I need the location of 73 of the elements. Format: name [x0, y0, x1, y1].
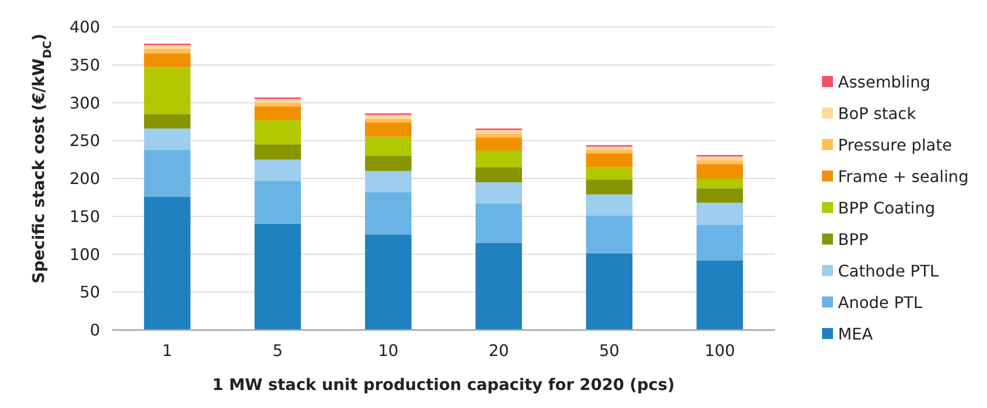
legend-label: BoP stack — [838, 104, 917, 124]
legend-label: Frame + sealing — [838, 167, 969, 186]
bar — [586, 167, 632, 180]
bar — [144, 67, 190, 114]
x-axis-title: 1 MW stack unit production capacity for 2020 (pcs) — [212, 375, 675, 394]
bar — [696, 188, 743, 203]
bar — [365, 118, 412, 122]
bar — [586, 194, 632, 216]
bar — [696, 178, 743, 188]
bar — [254, 106, 301, 120]
bar — [254, 224, 301, 330]
bar — [476, 134, 522, 138]
bar — [254, 98, 301, 103]
legend-label: BPP Coating — [838, 198, 936, 218]
bar — [365, 192, 412, 235]
y-tick-label: 0 — [90, 320, 100, 340]
legend-label: MEA — [838, 324, 873, 344]
x-tick-label: 50 — [599, 341, 620, 360]
bar — [476, 167, 522, 182]
bar — [144, 114, 190, 129]
bar — [365, 114, 412, 119]
bar — [586, 216, 632, 254]
bar — [476, 130, 522, 134]
legend-label: BPP — [838, 230, 869, 250]
legend-label: Cathode PTL — [838, 262, 939, 281]
legend-label: Anode PTL — [838, 293, 922, 312]
bar — [696, 224, 743, 260]
bar — [586, 179, 632, 194]
legend-label: Assembling — [838, 72, 930, 92]
bar — [254, 102, 301, 107]
bar — [696, 156, 743, 160]
bar — [144, 150, 190, 197]
bar — [586, 154, 632, 168]
bar — [254, 160, 301, 181]
bar — [144, 45, 190, 49]
bar — [365, 170, 412, 192]
x-tick-label: 10 — [378, 341, 398, 360]
bar — [254, 120, 301, 144]
legend-label: Pressure plate — [838, 136, 952, 155]
bar — [144, 196, 190, 330]
bar — [476, 182, 522, 204]
y-tick-label: 250 — [69, 131, 100, 150]
y-tick-label: 50 — [80, 282, 100, 302]
bar — [144, 48, 190, 54]
bar — [586, 150, 632, 154]
bar — [365, 136, 412, 156]
x-tick-label: 20 — [488, 341, 509, 360]
x-tick-label: 5 — [272, 341, 283, 360]
bar — [254, 180, 301, 224]
y-tick-label: 100 — [69, 244, 100, 264]
y-tick-label: 400 — [69, 18, 100, 37]
bar — [144, 128, 190, 150]
bar — [365, 122, 412, 137]
bar — [254, 144, 301, 160]
bar — [476, 242, 522, 330]
y-tick-label: 200 — [69, 169, 100, 188]
bar — [144, 54, 190, 68]
bar — [365, 234, 412, 330]
bar — [696, 164, 743, 178]
bar — [696, 160, 743, 164]
x-tick-label: 100 — [704, 341, 736, 360]
bar — [476, 138, 522, 150]
y-tick-label: 150 — [69, 206, 100, 226]
bar — [476, 203, 522, 243]
y-tick-label: 300 — [69, 93, 100, 112]
bar — [696, 260, 743, 330]
bar — [365, 156, 412, 171]
bar — [476, 150, 522, 168]
bar — [586, 253, 632, 330]
y-tick-label: 350 — [69, 55, 100, 74]
bar — [696, 202, 743, 225]
x-tick-label: 1 — [162, 341, 172, 360]
bar — [586, 146, 632, 150]
